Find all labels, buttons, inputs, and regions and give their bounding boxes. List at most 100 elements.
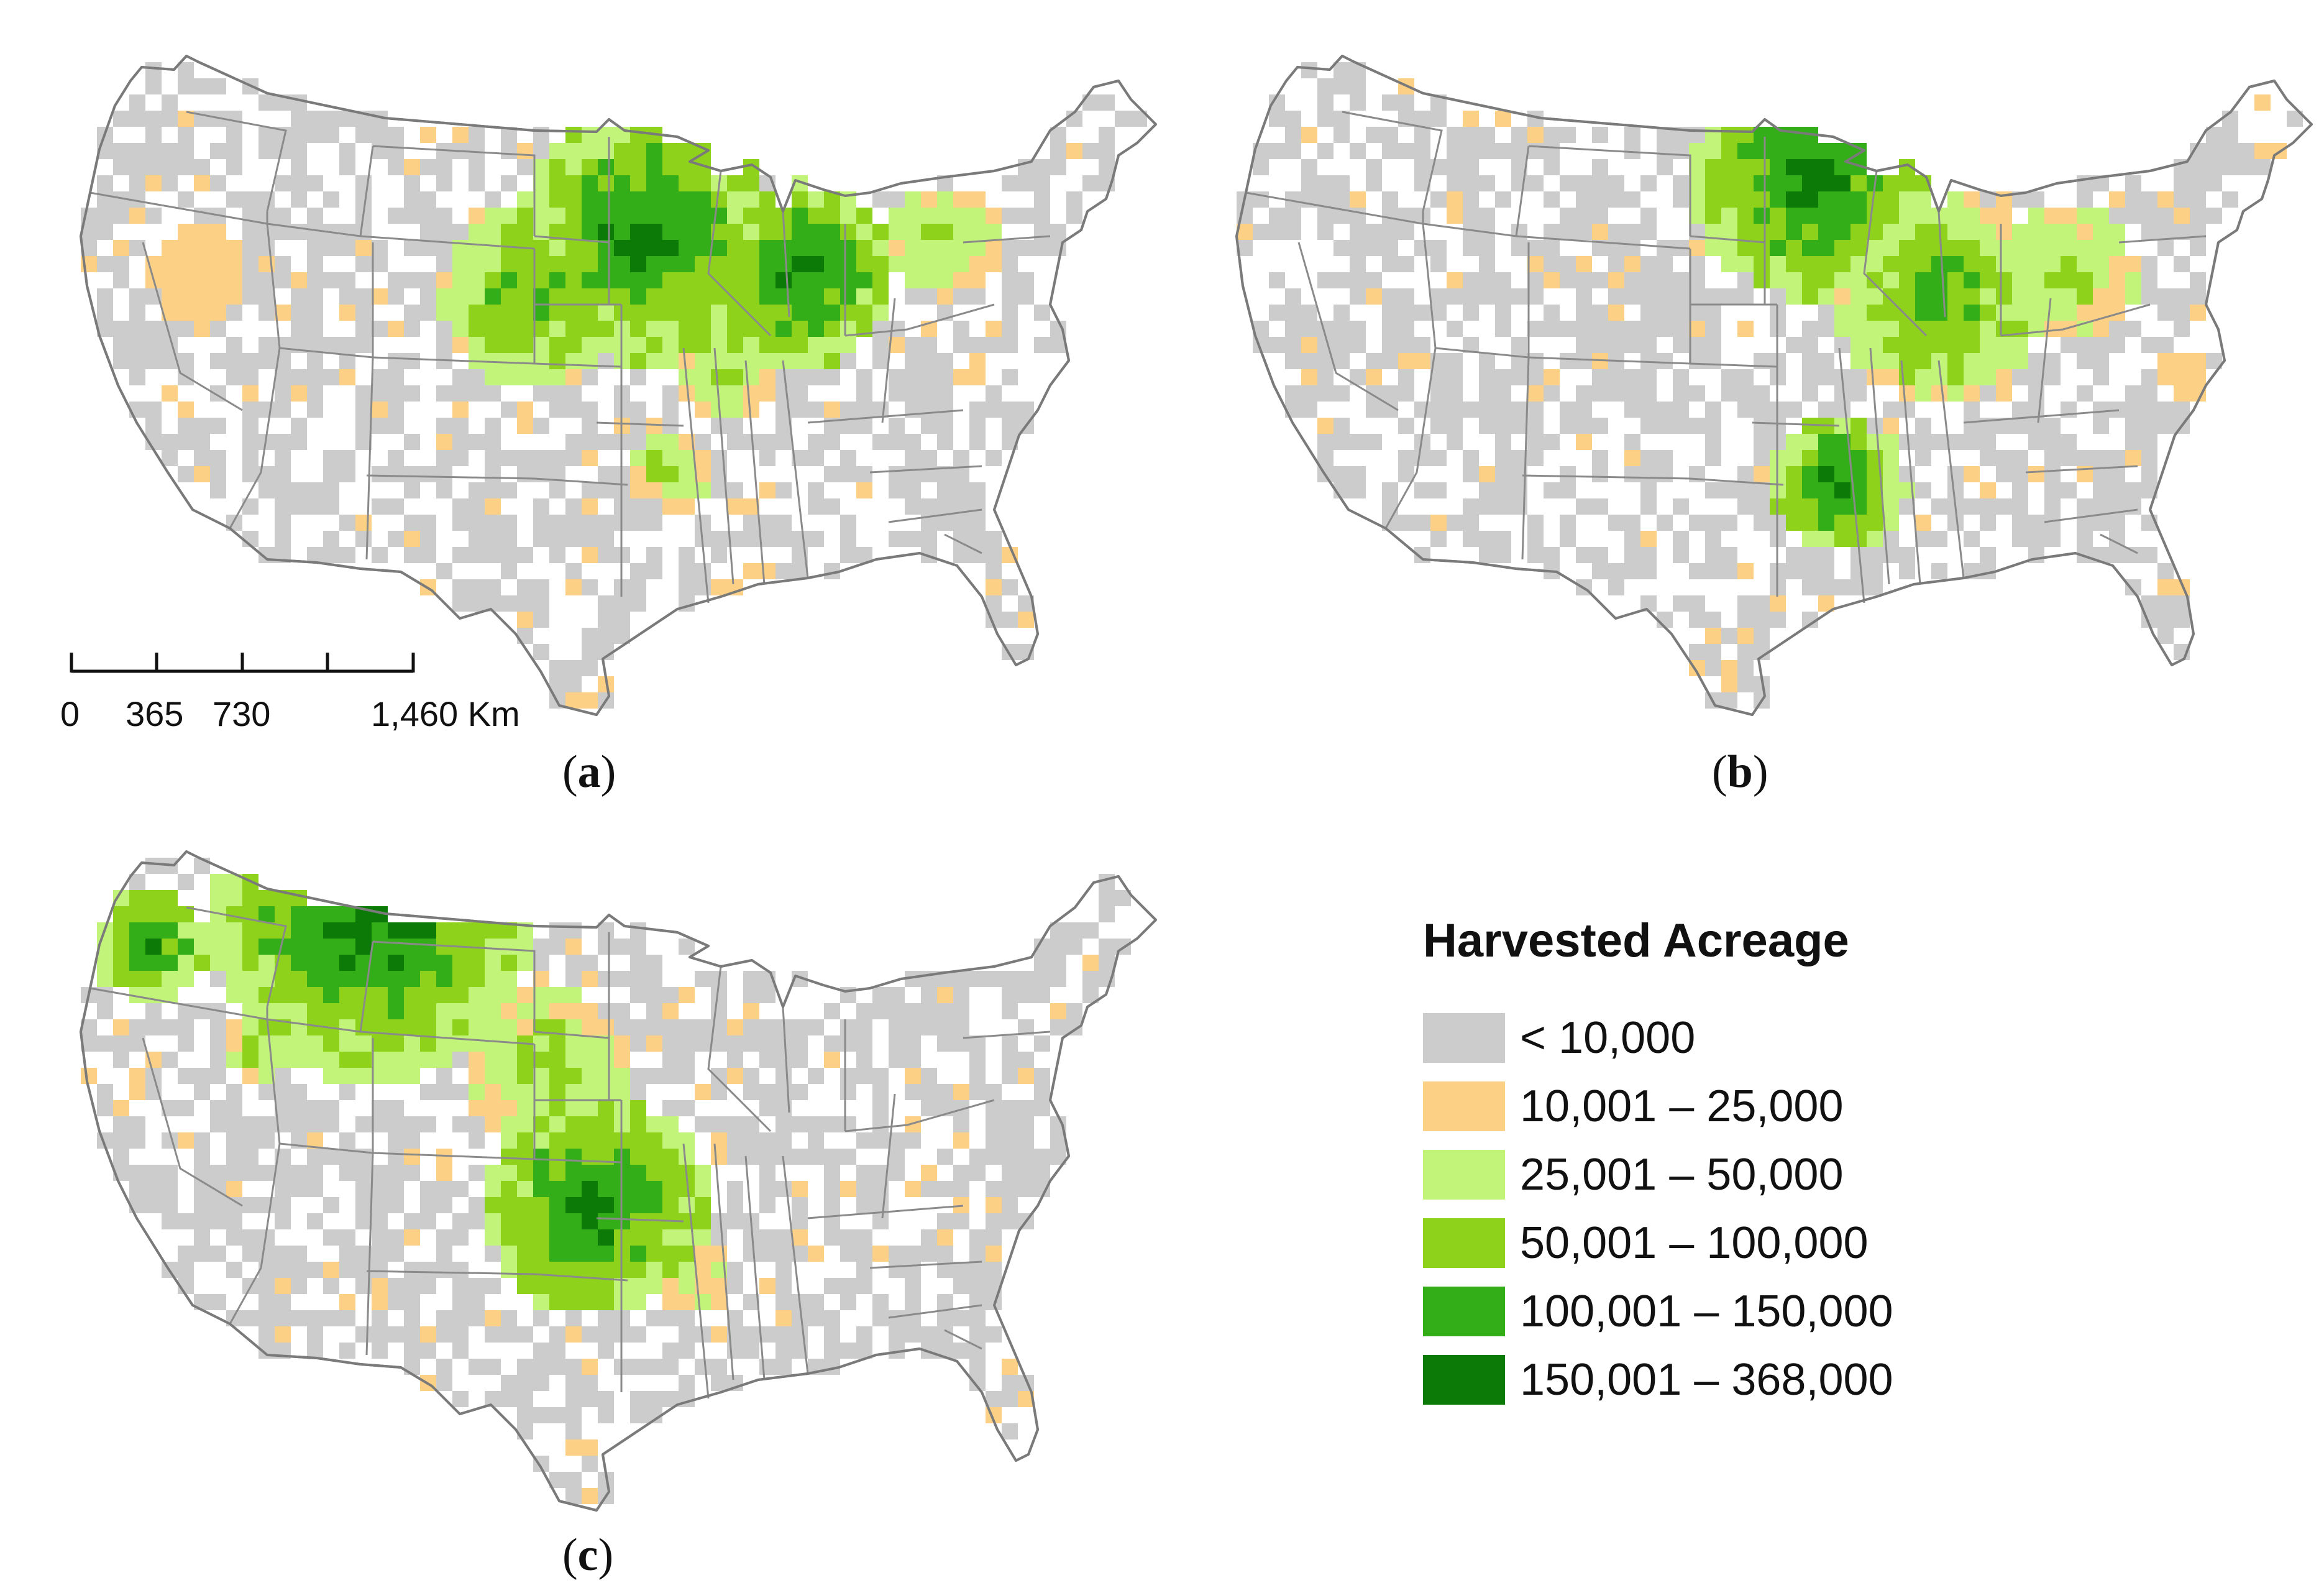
county-cell [533,1035,549,1052]
county-cell [226,1035,242,1052]
county-cell [921,1326,937,1343]
county-cell [194,240,210,256]
county-cell [582,1391,598,1407]
county-cell [808,305,824,321]
county-cell [743,256,759,272]
county-cell [517,288,533,305]
county-cell [905,1084,921,1100]
county-cell [549,1197,565,1213]
county-cell [1034,191,1050,208]
county-cell [1705,305,1721,321]
county-cell [372,1310,388,1326]
county-cell [1802,353,1818,369]
county-cell [2157,353,2174,369]
county-cell [485,922,501,939]
county-cell [1447,288,1463,305]
county-cell [307,288,323,305]
county-cell [355,1326,372,1343]
state-boundary [229,347,281,529]
county-cell [1802,482,1818,498]
county-cell [501,143,517,159]
county-cell [517,1407,533,1423]
county-cell [145,337,162,353]
county-cell [194,434,210,450]
county-cell [1002,256,1018,272]
county-cell [775,434,792,450]
county-cell [872,1310,889,1326]
county-cell [1673,385,1689,402]
county-cell [1463,450,1479,466]
county-cell [1996,385,2012,402]
county-cell [1947,482,1964,498]
county-cell [1705,450,1721,466]
county-cell [501,1084,517,1100]
county-cell [129,922,145,939]
county-cell [1002,1423,1018,1439]
county-cell [485,955,501,971]
county-cell [372,385,388,402]
county-cell [355,321,372,337]
county-cell [275,385,291,402]
county-cell [824,1278,840,1294]
county-cell [501,175,517,191]
county-cell [1834,579,1851,595]
county-cell [792,256,808,272]
county-cell [210,1294,226,1310]
county-cell [1624,531,1640,547]
county-cell [307,498,323,515]
county-cell [291,1019,307,1035]
county-cell [630,1213,646,1229]
county-cell [969,1052,986,1068]
county-cell [1082,175,1099,191]
county-cell [1818,143,1834,159]
county-cell [145,159,162,175]
county-cell [1034,159,1050,175]
county-cell [258,890,275,906]
county-cell [889,1310,905,1326]
county-cell [582,1375,598,1391]
county-cell [598,482,614,498]
county-cell [1002,1149,1018,1165]
county-cell [404,515,420,531]
county-cell [1350,434,1366,450]
county-cell [1980,256,1996,272]
county-cell [646,547,662,563]
county-cell [307,1035,323,1052]
county-cell [549,450,565,466]
state-boundary [869,465,982,474]
county-cell [1786,547,1802,563]
county-cell [1334,418,1350,434]
county-cell [2077,531,2093,547]
county-cell [242,1246,258,1262]
county-cell [388,288,404,305]
county-cell [210,224,226,240]
state-boundary [1297,242,1399,411]
county-cell [1689,288,1705,305]
county-cell [388,1100,404,1116]
county-cell [549,1229,565,1246]
county-cell [711,1084,727,1100]
county-cell [339,1165,355,1181]
county-cell [113,1035,129,1052]
county-cell [275,1165,291,1181]
county-cell [178,321,194,337]
county-cell [291,288,307,305]
county-cell [178,971,194,987]
county-cell [824,1326,840,1343]
county-cell [1608,321,1624,337]
county-cell [743,321,759,337]
county-cell [759,987,775,1003]
county-cell [1899,272,1915,288]
county-cell [275,1084,291,1100]
county-cell [549,305,565,321]
county-cell [1947,240,1964,256]
county-cell [1818,402,1834,418]
state-boundary [534,362,622,368]
county-cell [485,1213,501,1229]
state-boundary [142,1037,243,1207]
county-cell [420,305,436,321]
county-cell [872,402,889,418]
county-cell [614,208,630,224]
county-cell [808,272,824,288]
county-cell [501,402,517,418]
